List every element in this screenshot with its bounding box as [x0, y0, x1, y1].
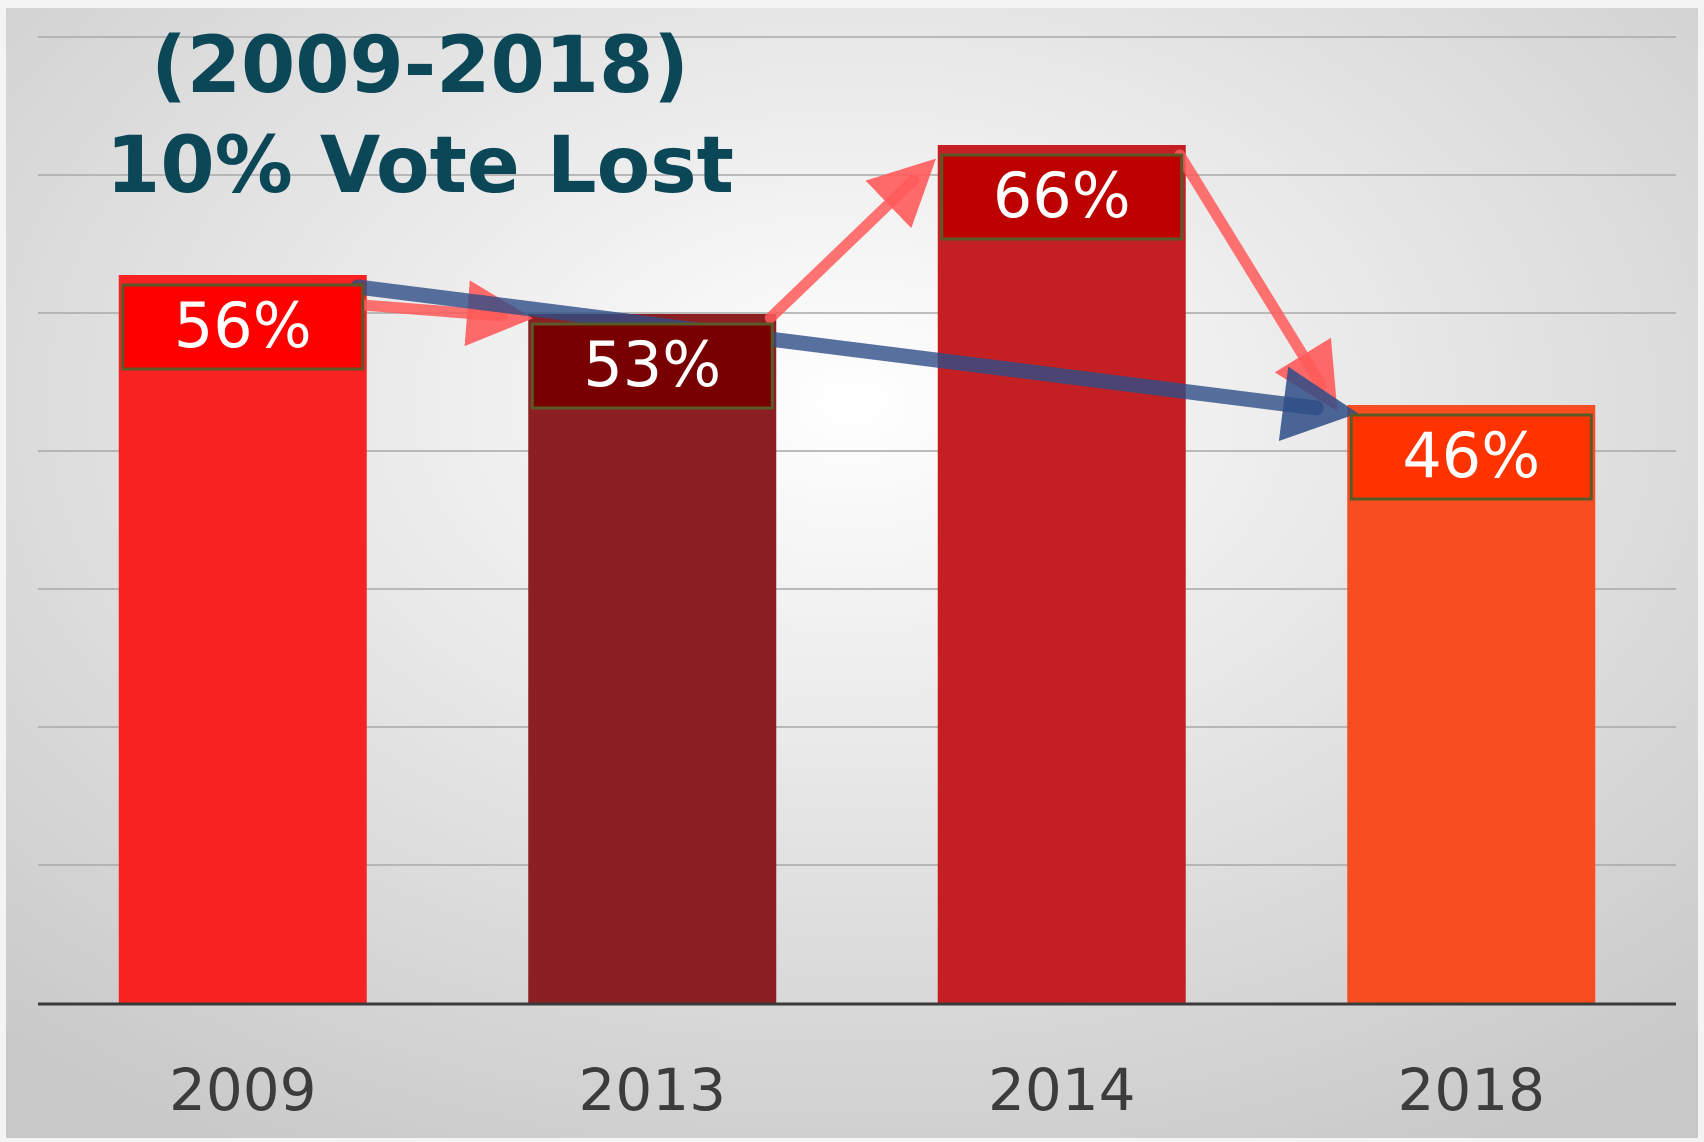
data-label-box-2009 — [121, 283, 365, 371]
trend-arrow-1 — [357, 280, 533, 347]
data-label-2014: 66% — [993, 159, 1131, 232]
chart-title-line1: (2009-2018) — [151, 21, 689, 111]
overall-trend-arrow — [350, 279, 1358, 442]
bar-2018 — [1347, 405, 1596, 1003]
data-labels: 56% 53% 66% 46% — [121, 153, 1593, 501]
data-label-2018: 46% — [1402, 419, 1540, 492]
data-label-box-2014 — [940, 153, 1184, 241]
bar-2014 — [937, 145, 1186, 1003]
x-tick-label-2009: 2009 — [169, 1056, 317, 1124]
bar-2013 — [528, 314, 777, 1003]
data-label-box-2013 — [530, 322, 774, 410]
data-label-box-2018 — [1349, 413, 1593, 501]
trend-arrows — [350, 149, 1358, 442]
trend-arrow-2 — [764, 158, 936, 324]
bar-2009 — [118, 275, 367, 1003]
trend-arrow-3 — [1174, 149, 1338, 412]
x-tick-label-2014: 2014 — [988, 1056, 1136, 1124]
data-label-2013: 53% — [583, 328, 721, 401]
data-label-2009: 56% — [174, 289, 312, 362]
x-tick-label-2013: 2013 — [578, 1056, 726, 1124]
x-tick-labels: 2009 2013 2014 2018 — [169, 1056, 1545, 1124]
chart-title-line2: 10% Vote Lost — [106, 121, 734, 211]
x-tick-label-2018: 2018 — [1397, 1056, 1545, 1124]
bars — [118, 145, 1596, 1003]
